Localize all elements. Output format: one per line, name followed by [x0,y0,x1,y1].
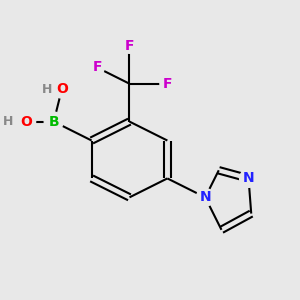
Circle shape [196,188,214,206]
Text: O: O [21,115,33,129]
Circle shape [18,113,36,130]
Circle shape [44,112,63,131]
Circle shape [90,60,104,75]
Circle shape [240,169,257,187]
Text: F: F [92,61,102,74]
Circle shape [122,38,137,53]
Text: H: H [42,82,52,96]
Text: O: O [56,82,68,96]
Text: H: H [3,115,13,128]
Text: F: F [125,39,134,53]
Circle shape [160,76,175,91]
Text: N: N [243,171,254,185]
Circle shape [53,80,71,98]
Text: N: N [200,190,211,204]
Text: B: B [48,115,59,129]
Text: F: F [163,77,172,91]
